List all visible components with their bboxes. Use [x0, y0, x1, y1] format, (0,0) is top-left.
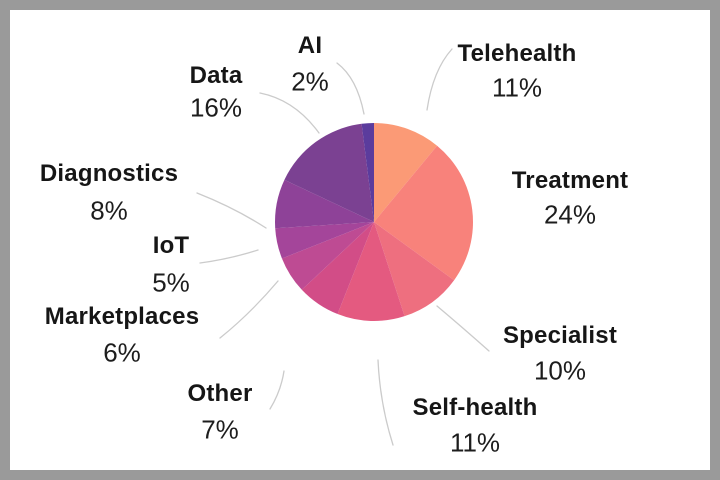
leader-line-data [259, 92, 320, 134]
leader-line-self-health [377, 359, 394, 446]
pie-slice-iot [275, 222, 374, 259]
leader-line-diagnostics [196, 192, 267, 229]
leader-line-marketplaces [219, 280, 279, 339]
pie-slice-marketplaces [281, 222, 374, 290]
leader-line-other [269, 370, 285, 410]
pie-slice-telehealth [374, 123, 438, 222]
leader-line-telehealth [426, 48, 453, 111]
pie-slice-treatment [374, 145, 473, 281]
pie-slice-ai [361, 123, 374, 222]
pie-slice-other [301, 222, 374, 315]
leader-line-iot [199, 249, 259, 264]
pie-chart [196, 48, 490, 446]
pie-slice-self-health [337, 222, 405, 321]
pie-slice-specialist [374, 222, 455, 317]
leader-line-specialist [436, 305, 490, 352]
pie-slice-data [284, 123, 374, 222]
pie-slice-diagnostics [275, 179, 374, 229]
leader-line-ai [336, 62, 365, 115]
